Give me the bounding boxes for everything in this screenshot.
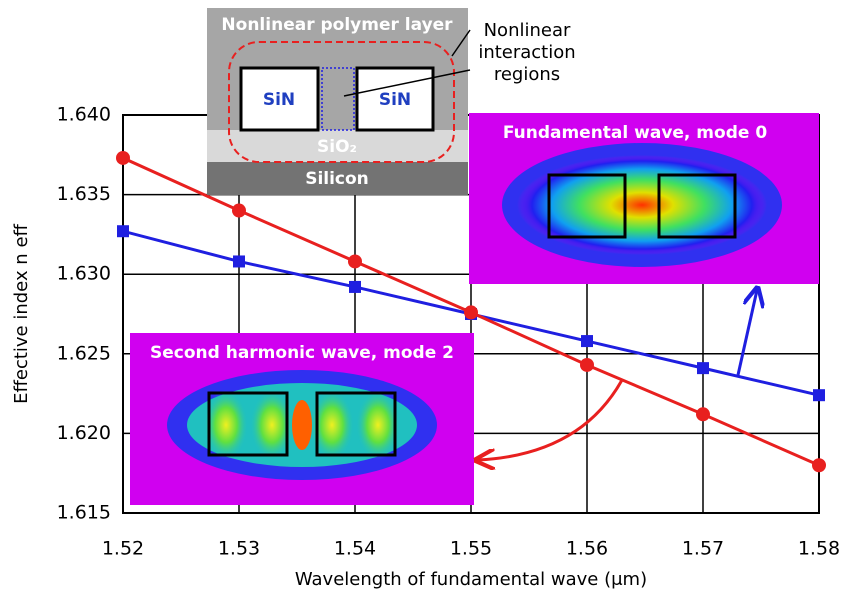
field	[517, 155, 767, 255]
y-tick-label: 1.635	[57, 183, 111, 205]
x-tick-label: 1.53	[218, 538, 260, 560]
inset-title: Fundamental wave, mode 0	[503, 123, 767, 143]
field	[356, 390, 400, 460]
x-tick-label: 1.54	[334, 538, 376, 560]
marker	[696, 407, 710, 421]
x-tick-label: 1.56	[566, 538, 608, 560]
label: regions	[494, 64, 560, 85]
field	[204, 390, 248, 460]
marker	[349, 281, 361, 293]
marker	[117, 225, 129, 237]
chart: 1.615 1.620 1.625 1.630 1.635 1.640 1.52 1.53 1.…	[0, 0, 843, 596]
arrow	[738, 290, 757, 375]
field	[292, 400, 312, 450]
marker	[580, 358, 594, 372]
x-tick-label: 1.55	[450, 538, 492, 560]
marker	[581, 335, 593, 347]
marker	[233, 255, 245, 267]
y-tick-label: 1.630	[57, 263, 111, 285]
marker	[464, 305, 478, 319]
y-tick-label: 1.615	[57, 502, 111, 524]
label: Nonlinear	[484, 20, 571, 41]
marker	[813, 389, 825, 401]
marker	[348, 254, 362, 268]
y-tick-label: 1.620	[57, 422, 111, 444]
inset-title: Second harmonic wave, mode 2	[150, 343, 454, 363]
marker	[232, 204, 246, 218]
y-tick-label: 1.625	[57, 342, 111, 364]
y-tick-label: 1.640	[57, 104, 111, 126]
arrow	[478, 380, 622, 460]
x-tick-label: 1.57	[682, 538, 724, 560]
x-tick-label: 1.52	[102, 538, 144, 560]
label: Silicon	[305, 169, 369, 189]
label: interaction	[478, 42, 575, 63]
label: SiO₂	[317, 137, 357, 157]
second-harmonic-inset: Second harmonic wave, mode 2	[130, 333, 474, 505]
label: SiN	[379, 90, 411, 110]
label: SiN	[263, 90, 295, 110]
x-axis-label: Wavelength of fundamental wave (μm)	[295, 569, 647, 590]
y-axis-label: Effective index n eff	[11, 223, 32, 403]
marker	[116, 151, 130, 165]
marker	[697, 362, 709, 374]
label: Nonlinear polymer layer	[221, 15, 453, 35]
x-tick-label: 1.58	[798, 538, 840, 560]
marker	[812, 458, 826, 472]
fundamental-inset: Fundamental wave, mode 0	[469, 113, 819, 284]
